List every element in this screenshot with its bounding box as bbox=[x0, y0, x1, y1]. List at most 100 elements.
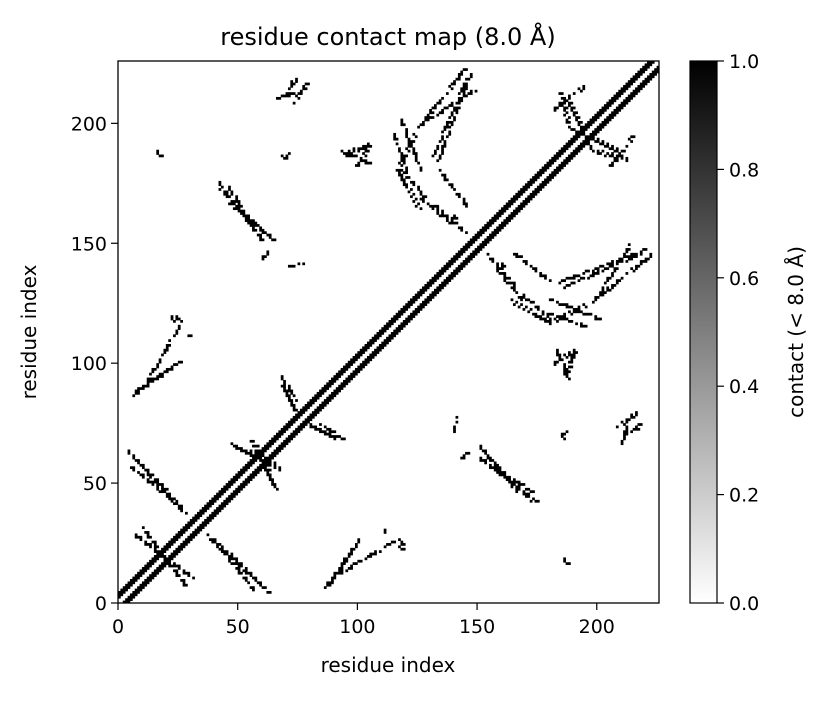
contact-cell bbox=[599, 111, 602, 115]
contact-cell bbox=[333, 430, 337, 434]
contact-cell bbox=[565, 430, 569, 434]
contact-cell bbox=[383, 528, 387, 532]
contact-cell bbox=[623, 99, 626, 103]
contact-cell bbox=[445, 276, 449, 280]
contact-cell bbox=[357, 147, 361, 151]
plot-frame bbox=[117, 60, 660, 604]
contact-cell bbox=[589, 144, 593, 148]
contact-cell bbox=[539, 173, 543, 177]
contact-cell bbox=[436, 147, 440, 151]
contact-cell bbox=[402, 308, 406, 311]
contact-cell bbox=[268, 461, 272, 465]
contact-cell bbox=[340, 567, 344, 570]
contact-cell bbox=[213, 509, 217, 513]
contact-cell bbox=[529, 180, 533, 184]
contact-cell bbox=[228, 495, 231, 498]
contact-cell bbox=[311, 411, 315, 414]
contact-cell bbox=[527, 495, 531, 498]
contact-cell bbox=[620, 106, 624, 110]
contact-cell bbox=[163, 547, 167, 551]
contact-cell bbox=[271, 437, 274, 441]
contact-cell bbox=[496, 226, 499, 230]
contact-cell bbox=[395, 137, 399, 141]
contact-cell bbox=[512, 478, 516, 482]
contact-cell bbox=[132, 466, 136, 470]
contact-cell bbox=[275, 96, 279, 100]
contact-cell bbox=[249, 574, 253, 577]
contact-cell bbox=[151, 571, 155, 575]
contact-cell bbox=[206, 519, 210, 522]
contact-cell bbox=[132, 576, 136, 580]
contact-cell bbox=[591, 120, 595, 124]
contact-cell bbox=[354, 372, 358, 376]
contact-cell bbox=[460, 96, 464, 100]
contact-cell bbox=[319, 394, 322, 398]
contact-cell bbox=[419, 293, 423, 297]
contact-cell bbox=[371, 355, 375, 359]
contact-cell bbox=[539, 171, 543, 175]
contact-cell bbox=[599, 264, 602, 268]
contact-cell bbox=[639, 84, 643, 88]
contact-cell bbox=[266, 233, 270, 237]
contact-cell bbox=[357, 353, 361, 357]
contact-cell bbox=[129, 581, 133, 585]
contact-cell bbox=[630, 415, 634, 419]
contact-cell bbox=[232, 475, 236, 479]
contact-cell bbox=[151, 562, 155, 565]
contact-cell bbox=[240, 212, 243, 215]
contact-cell bbox=[132, 593, 136, 597]
contact-cell bbox=[194, 514, 198, 518]
contact-cell bbox=[524, 495, 528, 498]
contact-cell bbox=[515, 300, 519, 304]
contact-cell bbox=[311, 401, 315, 405]
contact-cell bbox=[450, 87, 454, 91]
contact-cell bbox=[412, 296, 416, 299]
contact-cell bbox=[656, 68, 660, 71]
contact-cell bbox=[173, 535, 176, 539]
contact-cell bbox=[414, 159, 418, 163]
contact-cell bbox=[467, 255, 471, 259]
contact-cell bbox=[563, 363, 566, 366]
contact-cell bbox=[388, 543, 392, 546]
contact-cell bbox=[563, 279, 566, 282]
contact-cell bbox=[477, 231, 480, 235]
contact-cell bbox=[630, 92, 634, 95]
contact-cell bbox=[443, 281, 447, 285]
contact-cell bbox=[290, 401, 294, 405]
contact-cell bbox=[398, 327, 401, 330]
contact-cell bbox=[340, 372, 344, 376]
contact-cell bbox=[268, 233, 272, 237]
contact-cell bbox=[517, 487, 521, 491]
contact-cell bbox=[572, 310, 576, 314]
contact-cell bbox=[299, 423, 303, 426]
contact-cell bbox=[137, 389, 140, 393]
contact-cell bbox=[565, 562, 569, 565]
contact-cell bbox=[615, 111, 619, 115]
contact-cell bbox=[539, 315, 543, 318]
contact-cell bbox=[570, 360, 574, 364]
contact-cell bbox=[637, 87, 641, 91]
contact-cell bbox=[412, 310, 416, 314]
contact-cell bbox=[606, 101, 610, 105]
contact-cell bbox=[642, 70, 645, 74]
x-tick-label: 0 bbox=[112, 616, 124, 638]
contact-cell bbox=[448, 264, 452, 268]
contact-cell bbox=[311, 425, 315, 429]
contact-cell bbox=[548, 176, 552, 179]
contact-cell bbox=[611, 147, 614, 151]
contact-cell bbox=[192, 516, 195, 520]
contact-cell bbox=[156, 487, 160, 491]
contact-cell bbox=[302, 87, 306, 91]
contact-cell bbox=[448, 262, 452, 266]
contact-cell bbox=[307, 418, 310, 422]
contact-cell bbox=[240, 473, 243, 477]
contact-cell bbox=[565, 303, 569, 306]
contact-cell bbox=[623, 437, 626, 441]
contact-cell bbox=[445, 214, 449, 218]
contact-cell bbox=[620, 154, 624, 158]
contact-cell bbox=[266, 471, 270, 474]
contact-cell bbox=[185, 538, 188, 541]
contact-cell bbox=[180, 507, 183, 510]
contact-cell bbox=[558, 152, 562, 155]
